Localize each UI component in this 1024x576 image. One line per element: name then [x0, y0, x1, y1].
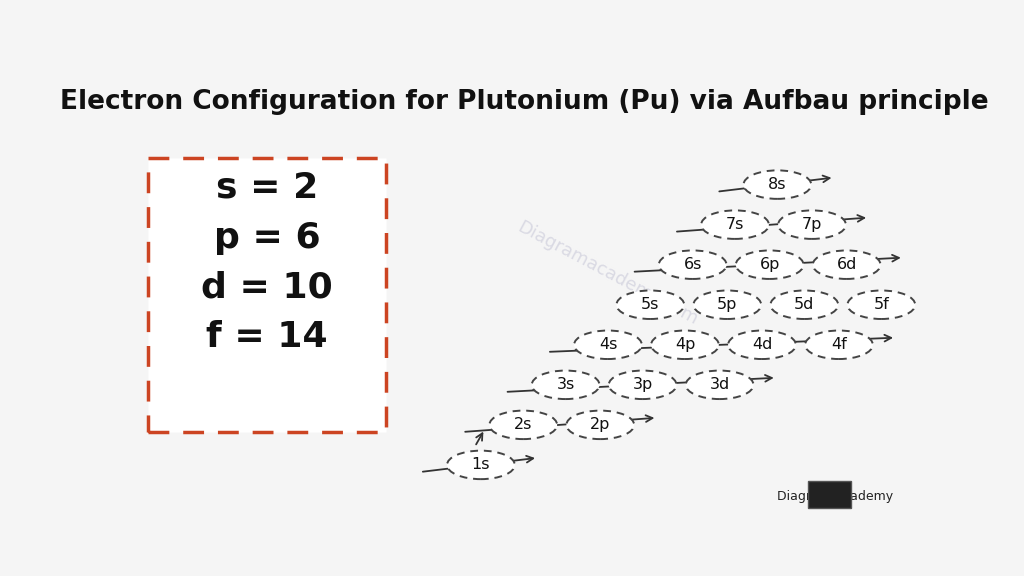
Text: 3s: 3s: [556, 377, 574, 392]
Ellipse shape: [743, 170, 811, 199]
Text: s = 2: s = 2: [216, 170, 318, 204]
Text: 6s: 6s: [683, 257, 701, 272]
Ellipse shape: [686, 370, 754, 399]
Text: Diagramacademy.com: Diagramacademy.com: [515, 219, 701, 329]
Text: 6p: 6p: [760, 257, 780, 272]
Text: 7s: 7s: [726, 217, 744, 232]
Text: 5p: 5p: [717, 297, 737, 312]
Ellipse shape: [608, 370, 677, 399]
Ellipse shape: [701, 210, 769, 239]
Text: Electron Configuration for Plutonium (Pu) via Aufbau principle: Electron Configuration for Plutonium (Pu…: [60, 89, 989, 115]
Text: 2s: 2s: [514, 418, 532, 433]
Ellipse shape: [489, 411, 557, 439]
Text: 4f: 4f: [831, 338, 847, 353]
Ellipse shape: [651, 331, 719, 359]
Text: 5f: 5f: [873, 297, 889, 312]
Ellipse shape: [813, 251, 881, 279]
Ellipse shape: [778, 210, 846, 239]
Text: 5d: 5d: [795, 297, 814, 312]
Bar: [147, 158, 386, 432]
Ellipse shape: [848, 290, 915, 319]
Ellipse shape: [658, 251, 727, 279]
Ellipse shape: [728, 331, 796, 359]
Text: 2p: 2p: [590, 418, 610, 433]
Ellipse shape: [566, 411, 634, 439]
Text: 4d: 4d: [752, 338, 772, 353]
Text: 1s: 1s: [472, 457, 490, 472]
Text: 7p: 7p: [802, 217, 822, 232]
Ellipse shape: [531, 370, 599, 399]
Text: 5s: 5s: [641, 297, 659, 312]
Text: 4p: 4p: [675, 338, 695, 353]
Text: f = 14: f = 14: [206, 320, 328, 354]
Ellipse shape: [736, 251, 804, 279]
Text: 3p: 3p: [633, 377, 652, 392]
Text: 3d: 3d: [710, 377, 730, 392]
Text: d = 10: d = 10: [201, 270, 333, 304]
Ellipse shape: [616, 290, 684, 319]
Ellipse shape: [693, 290, 761, 319]
Ellipse shape: [574, 331, 642, 359]
Text: 8s: 8s: [768, 177, 786, 192]
Text: 4s: 4s: [599, 338, 617, 353]
Text: Diagram Academy: Diagram Academy: [777, 490, 893, 503]
Text: p = 6: p = 6: [214, 221, 321, 255]
Ellipse shape: [447, 450, 515, 479]
Text: 6d: 6d: [837, 257, 857, 272]
Bar: [808, 481, 851, 508]
Ellipse shape: [805, 331, 872, 359]
Ellipse shape: [770, 290, 839, 319]
